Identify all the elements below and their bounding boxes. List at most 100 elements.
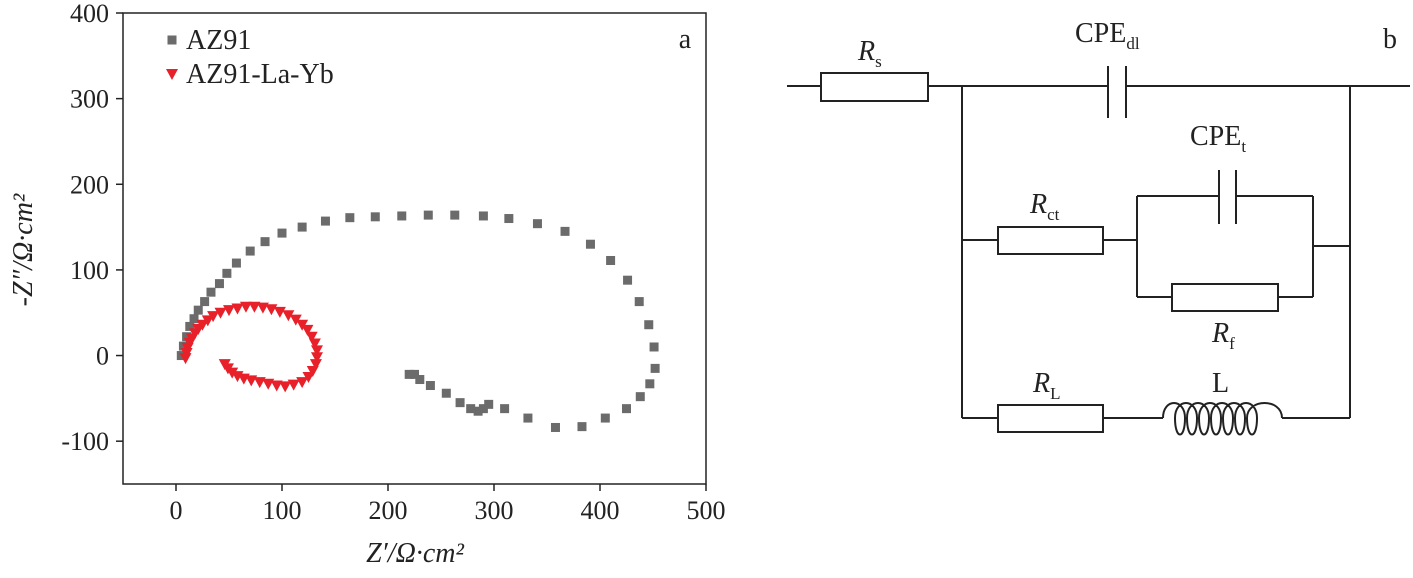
y-tick-label: 100: [70, 256, 109, 285]
component-label: Rs: [857, 36, 882, 71]
point: [309, 359, 322, 371]
point: [320, 216, 330, 226]
subscript: s: [875, 52, 882, 71]
symbol: R: [1029, 189, 1047, 220]
wire: [962, 170, 1350, 298]
point: [644, 320, 654, 330]
point: [404, 369, 414, 379]
point: [201, 315, 214, 327]
point: [222, 268, 232, 278]
y-tick-label: -100: [61, 427, 109, 456]
symbol: CPE: [1190, 121, 1241, 152]
point: [166, 69, 178, 80]
circuit-diagram: [787, 66, 1410, 436]
subscript: ct: [1047, 205, 1060, 224]
point: [441, 388, 451, 398]
point: [635, 392, 645, 402]
point: [214, 279, 224, 289]
wire: [787, 85, 1410, 418]
point: [287, 379, 300, 391]
point: [606, 255, 616, 265]
point: [239, 301, 252, 313]
point: [206, 287, 216, 297]
circuit-labels: b Rs CPEdl CPEt Rct Rf RL L: [857, 18, 1397, 403]
point: [523, 413, 533, 423]
point: [478, 404, 488, 414]
point: [484, 399, 494, 409]
symbol: L: [1212, 368, 1229, 399]
point: [622, 404, 631, 414]
x-tick-label: 200: [369, 496, 408, 525]
chart-a: a Z′/Ω·cm² -Z″/Ω·cm² 0 100 200 300 400 500 -10…: [8, 0, 726, 569]
point: [185, 321, 195, 331]
point: [466, 404, 476, 414]
symbol: R: [857, 36, 875, 67]
point: [306, 365, 319, 377]
point: [585, 239, 595, 249]
resistor: [820, 72, 929, 102]
point: [301, 324, 314, 336]
inductor: [1162, 402, 1283, 436]
point: [649, 342, 659, 352]
point: [207, 311, 220, 323]
point: [623, 275, 633, 285]
legend-label: AZ91: [186, 25, 251, 56]
point: [245, 375, 258, 387]
component-label: CPEt: [1190, 121, 1246, 156]
symbol: CPE: [1075, 18, 1126, 49]
component-label: Rf: [1211, 318, 1235, 353]
point: [478, 211, 488, 221]
point: [532, 219, 542, 229]
capacitor: [1107, 66, 1127, 118]
x-tick-label: 400: [581, 496, 620, 525]
x-tick-label: 0: [170, 496, 183, 525]
symbol: R: [1211, 318, 1229, 349]
subscript: dl: [1126, 34, 1140, 53]
component-label: L: [1212, 368, 1229, 399]
panel-label: a: [679, 24, 692, 55]
point: [310, 345, 323, 357]
point: [270, 380, 283, 392]
panel-label: b: [1383, 24, 1397, 55]
point: [410, 369, 419, 379]
point: [310, 352, 323, 364]
point: [560, 226, 570, 236]
point: [577, 422, 587, 432]
y-tick-label: 0: [96, 342, 109, 371]
point: [180, 347, 193, 359]
resistor: [1171, 283, 1279, 312]
point: [273, 306, 286, 318]
y-axis-label: -Z″/Ω·cm²: [8, 193, 39, 306]
point: [218, 359, 231, 371]
point: [397, 211, 407, 221]
point: [214, 307, 227, 319]
point: [450, 210, 460, 220]
plot-frame: [122, 12, 707, 485]
point: [245, 246, 255, 256]
y-tick-label: 200: [70, 170, 109, 199]
point: [260, 237, 270, 247]
subscript: f: [1229, 334, 1235, 353]
resistor: [997, 226, 1104, 255]
point: [600, 413, 610, 423]
point: [262, 378, 275, 390]
symbol: R: [1032, 368, 1050, 399]
point: [504, 214, 514, 224]
y-tick-label: 400: [70, 0, 109, 28]
point: [305, 331, 318, 343]
point: [200, 297, 210, 307]
point: [193, 305, 203, 315]
point: [189, 314, 199, 324]
subscript: t: [1241, 137, 1246, 156]
point: [302, 371, 315, 383]
point: [500, 404, 510, 414]
resistor: [997, 404, 1104, 433]
point: [289, 314, 302, 326]
point: [279, 381, 292, 393]
component-label: RL: [1032, 368, 1061, 403]
point: [473, 406, 483, 416]
point: [415, 375, 425, 385]
point: [634, 297, 644, 307]
point: [650, 363, 660, 373]
